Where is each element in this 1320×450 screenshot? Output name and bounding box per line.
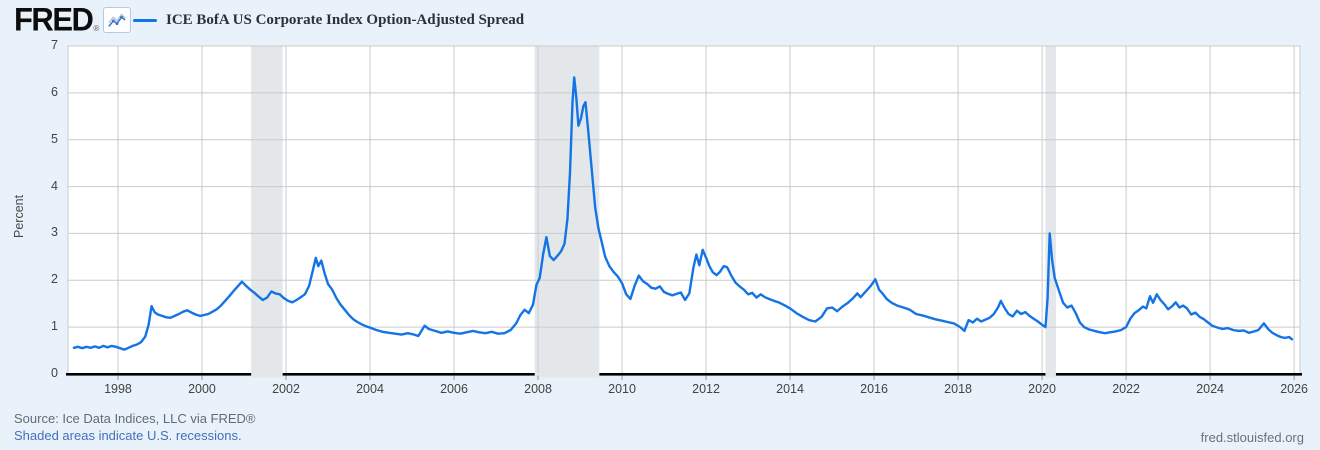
x-tick-label: 2000 — [188, 382, 216, 396]
y-tick-label: 6 — [51, 84, 58, 99]
x-tick-label: 2016 — [860, 382, 888, 396]
fred-site-link[interactable]: fred.stlouisfed.org — [1200, 430, 1304, 445]
y-tick-label: 4 — [51, 178, 58, 193]
y-tick-label: 0 — [51, 366, 58, 380]
x-tick-label: 2022 — [1112, 382, 1140, 396]
spread-data-line — [72, 76, 1294, 351]
x-tick-label: 2020 — [1028, 382, 1056, 396]
x-tick-label: 2024 — [1196, 382, 1225, 396]
fred-registered-mark: ® — [93, 24, 100, 33]
x-tick-label: 2004 — [356, 382, 384, 396]
x-tick-label: 2010 — [608, 382, 636, 396]
recession-band — [1045, 46, 1056, 378]
source-text: Source: Ice Data Indices, LLC via FRED® — [14, 411, 256, 426]
fred-sparkline-icon — [103, 7, 132, 33]
x-tick-label: 2006 — [440, 382, 468, 396]
chart-header: FRED ® ICE BofA US Corporate Index Optio… — [0, 0, 1320, 42]
fred-logo[interactable]: FRED ® — [14, 1, 132, 38]
oas-line-chart[interactable] — [0, 0, 1320, 410]
fred-logo-text: FRED — [14, 1, 94, 38]
y-tick-label: 2 — [51, 272, 58, 287]
x-tick-label: 2026 — [1280, 382, 1309, 396]
y-tick-label: 1 — [51, 319, 58, 334]
x-tick-label: 2002 — [272, 382, 300, 396]
recession-note-link[interactable]: Shaded areas indicate U.S. recessions. — [14, 428, 242, 443]
legend-line-swatch — [133, 19, 157, 22]
y-tick-label: 5 — [51, 131, 58, 146]
x-tick-label: 2018 — [944, 382, 972, 396]
chart-title: ICE BofA US Corporate Index Option-Adjus… — [166, 12, 525, 28]
x-tick-label: 1998 — [104, 382, 132, 396]
x-tick-label: 2012 — [692, 382, 720, 396]
y-axis-title: Percent — [12, 194, 26, 238]
x-tick-label: 2008 — [524, 382, 552, 396]
x-tick-label: 2014 — [776, 382, 804, 396]
x-axis-line — [66, 373, 1302, 376]
y-tick-label: 7 — [51, 38, 58, 52]
recession-band — [251, 46, 283, 378]
y-tick-label: 3 — [51, 225, 58, 240]
